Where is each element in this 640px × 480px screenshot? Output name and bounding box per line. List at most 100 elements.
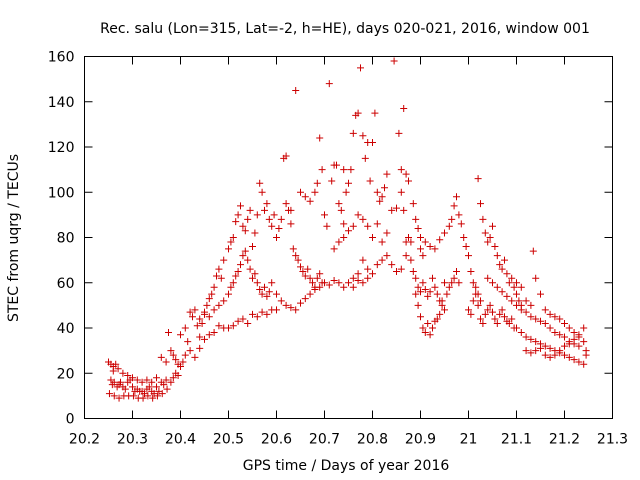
data-point (505, 319, 513, 327)
data-points (105, 57, 590, 402)
data-point (556, 347, 564, 355)
data-point (505, 279, 513, 287)
data-point (541, 319, 549, 327)
data-point (575, 358, 583, 366)
data-point (373, 188, 381, 196)
data-point (455, 211, 463, 219)
data-point (477, 315, 484, 323)
data-point (172, 356, 180, 364)
data-point (561, 333, 568, 341)
x-tick-label: 20.5 (213, 432, 244, 448)
data-point (301, 295, 309, 303)
data-point (397, 188, 405, 196)
data-point (246, 206, 254, 214)
data-point (359, 132, 367, 140)
data-point (529, 247, 537, 255)
data-point (109, 367, 117, 375)
data-point (340, 220, 348, 228)
data-point (414, 283, 422, 291)
data-point (232, 272, 240, 280)
data-point (407, 256, 415, 264)
data-point (158, 390, 166, 398)
data-point (273, 290, 280, 298)
data-point (301, 193, 309, 201)
x-tick-label: 21.2 (549, 432, 580, 448)
data-point (417, 234, 424, 241)
data-point (311, 286, 319, 294)
data-point (532, 347, 540, 355)
data-point (441, 306, 448, 314)
y-tick-label: 160 (48, 50, 75, 66)
data-point (273, 234, 280, 241)
y-tick-label: 80 (57, 231, 75, 247)
data-point (493, 252, 501, 260)
data-point (229, 279, 237, 287)
data-point (493, 319, 501, 327)
data-point (565, 324, 573, 332)
data-point (287, 220, 295, 228)
data-point (162, 376, 170, 384)
data-point (393, 267, 400, 275)
data-point (115, 394, 123, 402)
data-point (249, 274, 256, 282)
data-point (441, 229, 448, 237)
data-point (469, 279, 477, 287)
data-point (412, 274, 420, 282)
data-point (513, 324, 520, 332)
data-point (273, 306, 280, 314)
chart-title: Rec. salu (Lon=315, Lat=-2, h=HE), days … (100, 21, 590, 37)
data-point (210, 306, 218, 314)
data-point (426, 243, 434, 251)
data-point (282, 301, 290, 309)
data-point (366, 177, 374, 185)
data-point (565, 340, 573, 348)
data-point (580, 338, 588, 346)
data-point (508, 315, 516, 323)
data-point (217, 274, 225, 282)
data-point (412, 215, 420, 223)
data-point (268, 279, 276, 287)
data-point (340, 283, 348, 291)
data-point (321, 211, 328, 219)
data-point (349, 222, 357, 230)
data-point (186, 308, 194, 316)
data-point (201, 335, 208, 343)
data-point (316, 270, 324, 278)
data-point (133, 376, 141, 384)
data-point (162, 358, 170, 366)
y-tick-label: 140 (48, 95, 75, 111)
data-point (582, 351, 590, 359)
data-point (426, 331, 434, 339)
data-point (340, 234, 348, 241)
data-point (445, 283, 453, 291)
data-point (153, 392, 161, 400)
data-point (237, 202, 244, 210)
data-point (117, 378, 124, 386)
data-point (421, 329, 429, 337)
data-point (321, 279, 328, 287)
data-point (383, 252, 391, 260)
data-point (565, 353, 573, 361)
data-point (268, 222, 276, 230)
data-point (253, 313, 261, 321)
data-point (139, 394, 147, 402)
data-point (292, 306, 300, 314)
y-axis-label: STEC from uqrg / TECUs (6, 154, 22, 322)
data-point (431, 283, 439, 291)
data-point (275, 224, 283, 232)
data-point (306, 197, 314, 205)
data-point (496, 261, 504, 269)
data-point (189, 313, 196, 321)
data-point (429, 274, 436, 282)
y-tick-label: 0 (66, 412, 75, 428)
data-point (400, 206, 408, 214)
data-point (508, 274, 516, 282)
data-point (129, 392, 137, 400)
data-point (417, 245, 424, 253)
x-tick-label: 20.3 (117, 432, 148, 448)
x-tick-label: 21 (460, 432, 478, 448)
data-point (561, 342, 568, 350)
data-point (419, 252, 427, 260)
data-point (258, 290, 266, 298)
data-point (196, 333, 204, 341)
